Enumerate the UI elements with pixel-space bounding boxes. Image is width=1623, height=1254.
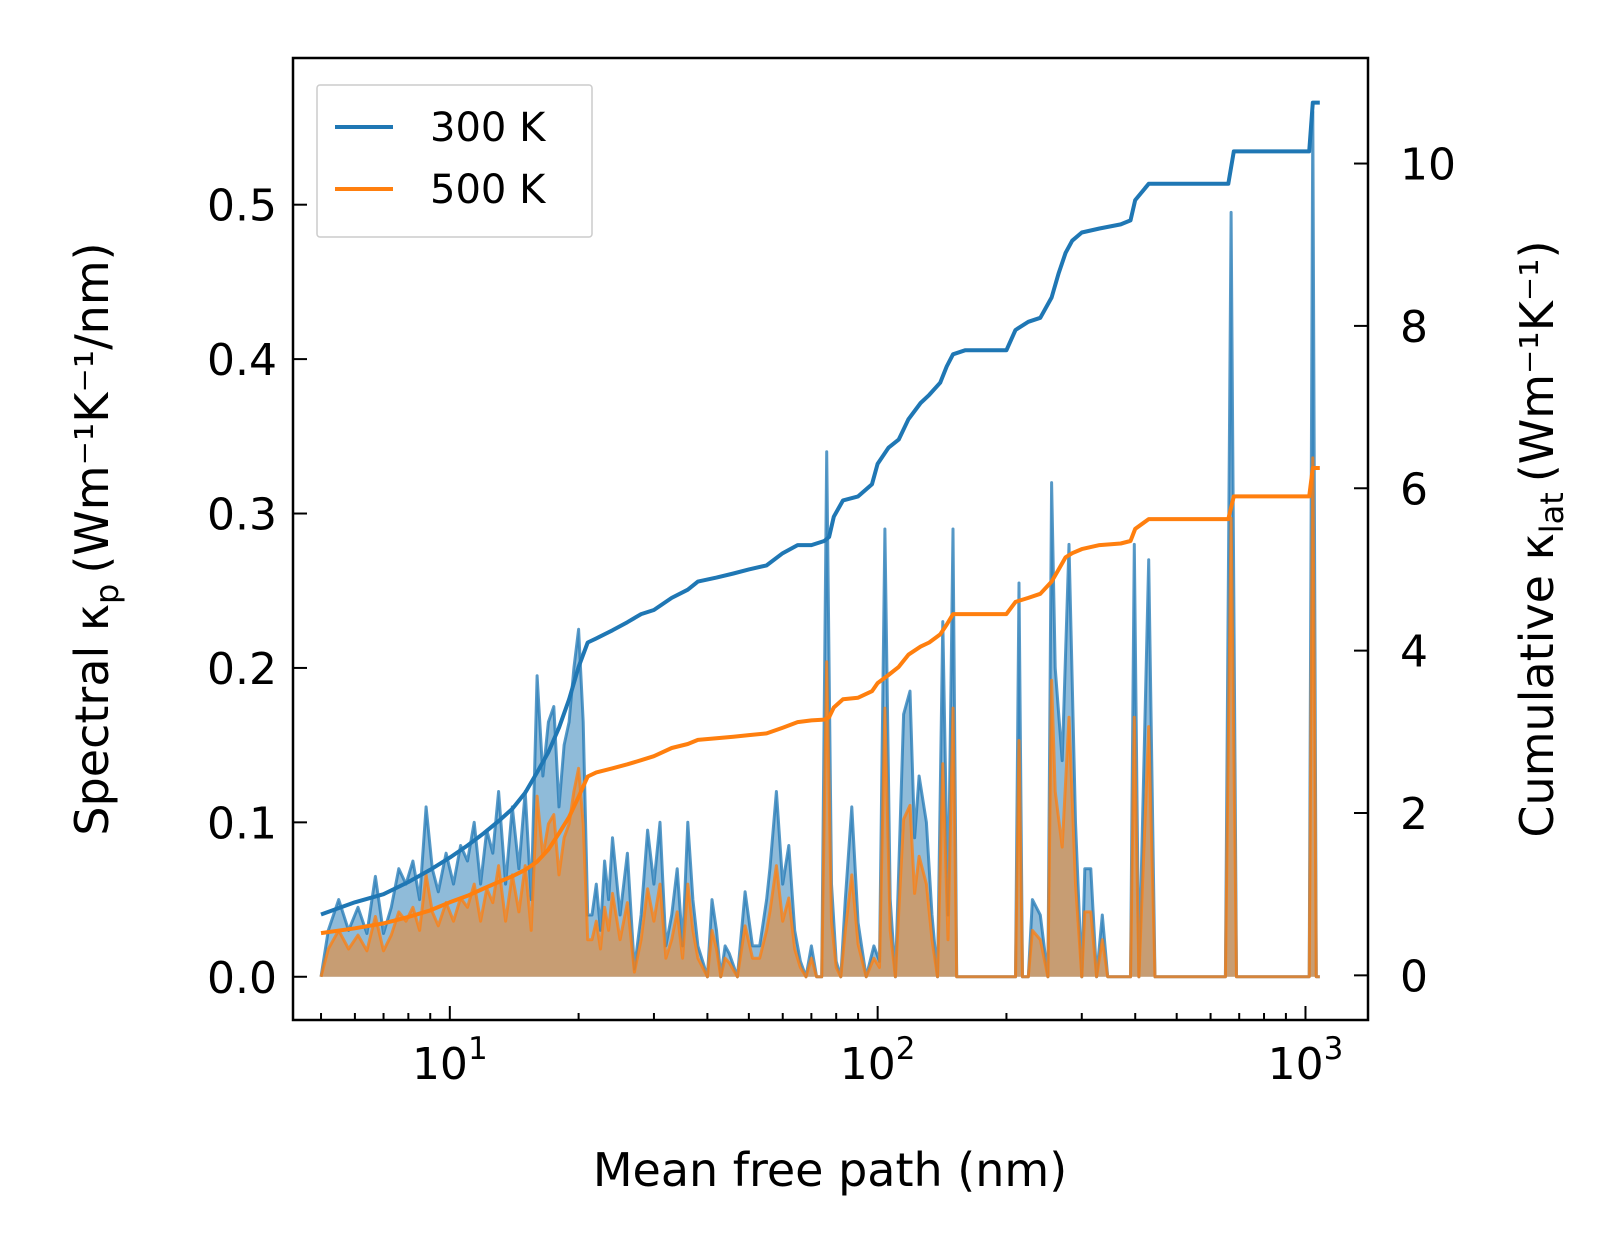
y-right-tick-label: 10 [1400, 140, 1456, 191]
legend-label-300k: 300 K [430, 105, 547, 151]
y-left-tick-label: 0.0 [207, 953, 277, 1004]
y-left-label-main: Spectral κ [65, 604, 119, 836]
x-tick-label: 102 [840, 1031, 916, 1090]
legend: 300 K 500 K [316, 84, 593, 238]
y-left-label-units: (Wm⁻¹K⁻¹/nm) [65, 242, 119, 573]
y-right-tick-label: 4 [1400, 627, 1428, 678]
y-right-tick-label: 2 [1400, 789, 1428, 840]
spectral-500k-fill [321, 457, 1320, 977]
y-right-label-units: (Wm⁻¹K⁻¹) [1510, 240, 1564, 482]
y-right-axis-title: Cumulative κlat (Wm⁻¹K⁻¹) [1510, 240, 1571, 837]
x-tick-base: 10 [1268, 1039, 1324, 1090]
y-left-tick-label: 0.2 [207, 644, 277, 695]
x-tick-exponent: 2 [896, 1031, 916, 1067]
y-right-tick-label: 8 [1400, 302, 1428, 353]
x-tick-exponent: 1 [468, 1031, 488, 1067]
y-right-label-sub: lat [1533, 492, 1571, 533]
x-tick-base: 10 [412, 1039, 468, 1090]
series-layer [319, 100, 1320, 979]
y-right-tick-label: 0 [1400, 951, 1428, 1002]
x-tick-label: 103 [1268, 1031, 1344, 1090]
y-left-tick-label: 0.1 [207, 798, 277, 849]
y-left-tick-label: 0.4 [207, 335, 277, 386]
cumulative-line-500k [320, 466, 1320, 936]
y-left-label-sub: p [88, 584, 126, 604]
legend-box [316, 84, 593, 238]
plot-frame [291, 56, 1370, 1022]
y-right-label-main: Cumulative κ [1510, 533, 1564, 837]
y-left-tick-label: 0.5 [207, 181, 277, 232]
cumulative-line-300k [320, 100, 1320, 917]
y-right-tick-label: 6 [1400, 464, 1428, 515]
legend-label-500k: 500 K [430, 167, 547, 213]
y-left-axis-title: Spectral κp (Wm⁻¹K⁻¹/nm) [65, 242, 126, 835]
y-left-tick-label: 0.3 [207, 490, 277, 541]
x-tick-label: 101 [412, 1031, 488, 1090]
x-axis-title: Mean free path (nm) [593, 1143, 1067, 1197]
x-tick-base: 10 [840, 1039, 896, 1090]
x-tick-exponent: 3 [1324, 1031, 1344, 1067]
